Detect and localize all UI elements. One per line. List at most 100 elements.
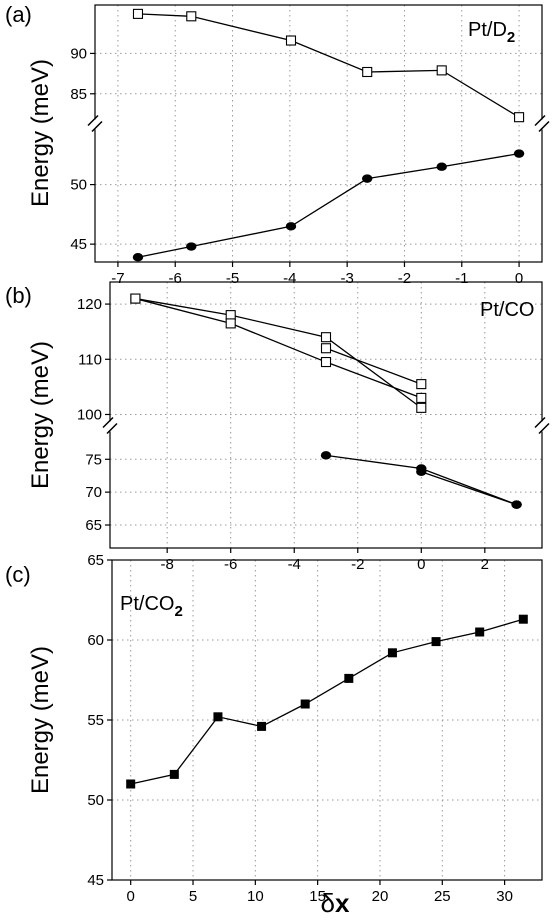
plot-frame: [109, 281, 543, 549]
x-tick-label: -7: [111, 270, 124, 287]
data-point: [285, 35, 297, 46]
data-point: [213, 712, 223, 722]
x-tick-label: 10: [247, 888, 264, 905]
y-axis-label: Energy (meV): [27, 341, 54, 489]
data-point: [132, 253, 144, 262]
y-axis-label: Energy (meV): [27, 646, 54, 794]
series-line: [135, 297, 422, 399]
data-point: [475, 627, 485, 637]
x-tick-label: -2: [398, 270, 411, 287]
y-tick-label: 75: [85, 451, 102, 468]
x-axis-label-x: x: [335, 888, 350, 918]
series-0: [132, 8, 525, 123]
system-label-main: Pt/CO: [480, 299, 534, 321]
data-point: [225, 310, 236, 321]
y-tick-label: 90: [70, 45, 87, 62]
y-tick-label: 50: [87, 792, 104, 809]
data-point: [511, 500, 522, 509]
break-mark-left: [102, 416, 118, 435]
y-tick-label: 55: [87, 712, 104, 729]
data-point: [344, 673, 354, 683]
series-line: [137, 152, 520, 258]
panel-label: (a): [5, 2, 32, 27]
x-tick-label: 25: [434, 888, 451, 905]
x-tick-label: 0: [417, 556, 425, 573]
y-tick-label: 60: [87, 632, 104, 649]
data-point: [186, 11, 197, 22]
data-point: [436, 162, 447, 171]
break-mark-left: [87, 114, 103, 133]
x-tick-label: 5: [189, 888, 197, 905]
x-tick-label: -6: [224, 556, 237, 573]
x-tick-label: 0: [515, 270, 523, 287]
y-tick-label: 45: [87, 872, 104, 889]
x-tick-label: -4: [283, 270, 296, 287]
axis-break-gap-right: [536, 119, 548, 130]
y-tick-label: 65: [87, 552, 104, 569]
system-label-main: Pt/D: [468, 19, 507, 41]
data-point: [416, 402, 427, 413]
data-point: [431, 637, 441, 647]
axis-break-gap-left: [89, 119, 101, 130]
data-point: [320, 343, 332, 354]
x-tick-label: 0: [127, 888, 135, 905]
data-point: [126, 779, 136, 789]
data-point: [320, 451, 332, 460]
system-label: Pt/CO: [480, 299, 534, 321]
break-mark-right: [534, 114, 550, 133]
series-line: [325, 347, 422, 385]
series-line: [130, 618, 524, 785]
data-point: [362, 174, 373, 183]
panel-label: (b): [5, 283, 32, 308]
data-point: [169, 769, 179, 779]
x-tick-label: -2: [351, 556, 364, 573]
x-tick-label: 30: [496, 888, 513, 905]
series-4: [416, 467, 522, 509]
data-point: [416, 467, 427, 476]
data-point: [285, 222, 297, 231]
data-point: [514, 112, 525, 123]
data-point: [257, 721, 267, 731]
series-1: [132, 149, 525, 262]
data-point: [518, 614, 528, 624]
x-tick-label: -8: [161, 556, 174, 573]
y-tick-label: 110: [78, 351, 102, 368]
panel-b: -8 -6 -4 -2 0 2 100 110 120 65 70 75 (b) Pt/CO Energy …: [5, 281, 550, 573]
x-tick-label: 15: [309, 888, 326, 905]
data-point: [387, 648, 397, 658]
plot-frame: [94, 4, 543, 263]
data-point: [320, 332, 332, 343]
series-2: [320, 343, 427, 390]
data-point: [513, 149, 525, 158]
y-tick-label: 100: [77, 406, 102, 423]
data-point: [416, 392, 427, 403]
data-point: [320, 356, 332, 368]
y-tick-label: 65: [85, 517, 102, 534]
x-tick-label: -1: [455, 270, 468, 287]
x-tick-label: -3: [340, 270, 353, 287]
y-tick-label: 70: [85, 484, 102, 501]
axis-break-gap-left: [104, 421, 116, 432]
data-point: [132, 8, 144, 19]
x-tick-label: -6: [169, 270, 182, 287]
x-axis-label: δx: [321, 888, 350, 918]
system-label-subscript: 2: [507, 29, 515, 46]
axis-break-gap-right: [536, 421, 548, 432]
panel-a: -7 -6 -5 -4 -3 -2 -1 0 85 90 45 50 (a) Pt/D2 Energy (m…: [5, 2, 550, 287]
series-0: [126, 614, 528, 789]
series-line: [137, 13, 520, 118]
series-3: [320, 451, 522, 509]
data-point: [362, 66, 373, 78]
system-label: Pt/CO2: [120, 593, 183, 620]
y-tick-label: 50: [70, 177, 87, 194]
system-label: Pt/D2: [468, 19, 515, 46]
data-point: [186, 242, 197, 251]
break-mark-right: [534, 416, 550, 435]
x-tick-label: -5: [226, 270, 239, 287]
data-point: [225, 318, 236, 329]
x-tick-label: 20: [372, 888, 389, 905]
data-point: [436, 65, 447, 76]
x-axis-label-delta: δ: [321, 888, 335, 918]
